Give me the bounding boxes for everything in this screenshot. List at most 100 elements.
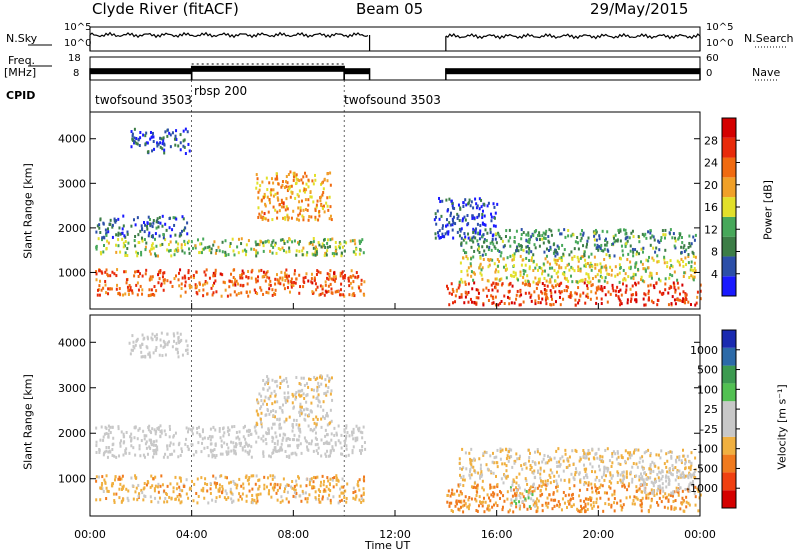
data-cell (562, 459, 565, 463)
data-cell (215, 453, 218, 457)
data-cell (179, 268, 182, 272)
data-cell (492, 224, 495, 228)
data-cell (552, 285, 555, 289)
data-cell (282, 436, 285, 440)
data-cell (325, 454, 328, 458)
data-cell (334, 441, 337, 445)
data-cell (239, 276, 242, 280)
data-cell (339, 274, 342, 278)
data-cell (661, 292, 664, 296)
data-cell (187, 430, 190, 434)
data-cell (295, 418, 298, 422)
data-cell (157, 482, 160, 486)
data-cell (152, 440, 155, 444)
data-cell (470, 485, 473, 489)
data-cell (319, 196, 322, 200)
data-cell (494, 224, 497, 228)
data-cell (464, 451, 467, 455)
data-cell (477, 247, 480, 251)
data-cell (538, 244, 541, 248)
data-cell (113, 454, 116, 458)
data-cell (324, 251, 327, 255)
data-cell (357, 427, 360, 431)
data-cell (469, 460, 472, 464)
data-cell (256, 499, 259, 503)
data-cell (275, 273, 278, 277)
data-cell (469, 238, 472, 242)
data-cell (244, 437, 247, 441)
data-cell (293, 484, 296, 488)
data-cell (223, 431, 226, 435)
data-cell (121, 474, 124, 478)
data-cell (102, 250, 105, 254)
data-cell (137, 428, 140, 432)
data-cell (304, 439, 307, 443)
data-cell (510, 503, 513, 507)
data-cell (174, 143, 177, 147)
data-cell (129, 352, 132, 356)
data-cell (508, 296, 511, 300)
data-cell (551, 471, 554, 475)
data-cell (303, 188, 306, 192)
data-cell (307, 178, 310, 182)
data-cell (109, 425, 112, 429)
data-cell (302, 246, 305, 250)
data-cell (332, 485, 335, 489)
data-cell (160, 429, 163, 433)
data-cell (292, 418, 295, 422)
data-cell (571, 267, 574, 271)
data-cell (465, 251, 468, 255)
data-cell (204, 482, 207, 486)
data-cell (511, 258, 514, 262)
data-cell (203, 436, 206, 440)
data-cell (261, 210, 264, 214)
data-cell (251, 501, 254, 505)
data-cell (210, 251, 213, 255)
data-cell (276, 177, 279, 181)
data-cell (314, 425, 317, 429)
data-cell (584, 258, 587, 262)
data-cell (352, 486, 355, 490)
data-cell (111, 482, 114, 486)
data-cell (275, 172, 278, 176)
data-cell (229, 293, 232, 297)
data-cell (498, 259, 501, 263)
data-cell (358, 478, 361, 482)
data-cell (537, 301, 540, 305)
data-cell (247, 428, 250, 432)
data-cell (264, 202, 267, 206)
data-cell (658, 248, 661, 252)
data-cell (352, 427, 355, 431)
data-cell (676, 470, 679, 474)
data-cell (433, 218, 436, 222)
data-cell (294, 488, 297, 492)
data-cell (649, 451, 652, 455)
data-cell (611, 286, 614, 290)
data-cell (458, 457, 461, 461)
data-cell (272, 422, 275, 426)
data-cell (121, 227, 124, 231)
data-cell (102, 221, 105, 225)
data-cell (185, 339, 188, 343)
data-cell (363, 475, 366, 479)
data-cell (688, 241, 691, 245)
data-cell (321, 242, 324, 246)
data-cell (567, 279, 570, 283)
data-cell (334, 245, 337, 249)
data-cell (494, 211, 497, 215)
data-cell (200, 476, 203, 480)
data-cell (240, 291, 243, 295)
data-cell (579, 508, 582, 512)
data-cell (290, 452, 293, 456)
data-cell (298, 291, 301, 295)
data-cell (532, 253, 535, 257)
data-cell (153, 237, 156, 241)
data-cell (142, 498, 145, 502)
data-cell (122, 497, 125, 501)
data-cell (626, 488, 629, 492)
data-cell (137, 274, 140, 278)
data-cell (360, 497, 363, 501)
data-cell (585, 245, 588, 249)
data-cell (576, 236, 579, 240)
data-cell (331, 478, 334, 482)
